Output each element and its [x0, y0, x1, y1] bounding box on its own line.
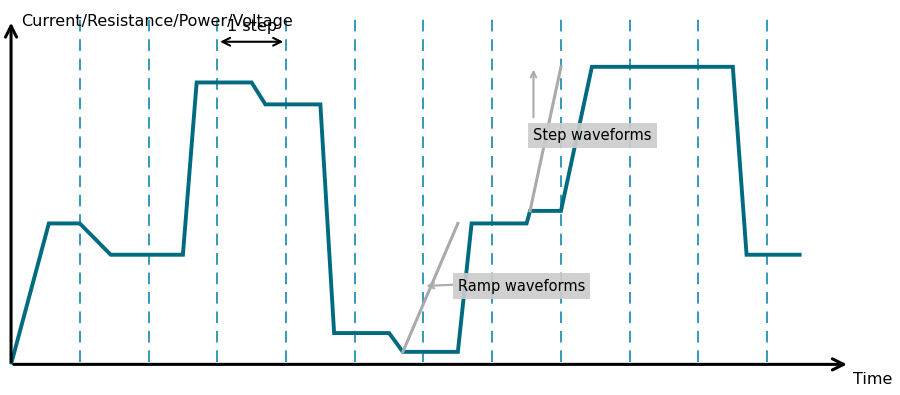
- Text: Time: Time: [853, 372, 893, 387]
- Text: Step waveforms: Step waveforms: [534, 128, 652, 143]
- Text: Current/Resistance/Power/Voltage: Current/Resistance/Power/Voltage: [22, 13, 293, 28]
- Text: Ramp waveforms: Ramp waveforms: [458, 278, 585, 293]
- Text: 1 step: 1 step: [227, 19, 276, 34]
